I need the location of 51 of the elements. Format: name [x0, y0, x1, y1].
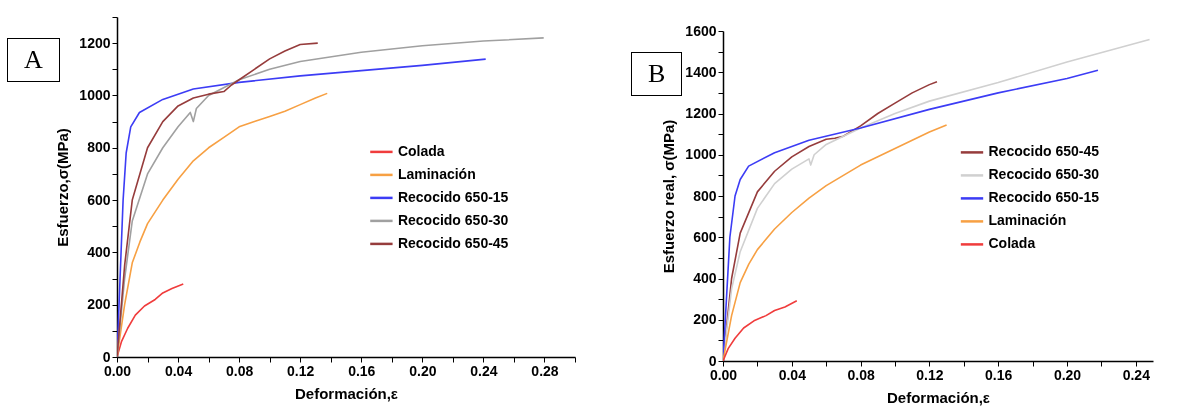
- legend-label: Colada: [397, 142, 445, 159]
- y-axis-title: Esfuerzo,σ(MPa): [54, 128, 72, 247]
- y-tick-label: 400: [693, 270, 717, 286]
- legend-label: Laminación: [988, 212, 1067, 229]
- x-tick-label: 0.16: [985, 366, 1013, 383]
- legend-label: Recocido 650-15: [988, 189, 1100, 206]
- y-tick-label: 800: [87, 139, 111, 156]
- line-series: [723, 299, 798, 361]
- y-tick-label: 1200: [685, 105, 717, 121]
- x-tick-label: 0.12: [916, 366, 944, 383]
- x-tick-label: 0.08: [847, 366, 875, 383]
- y-tick-label: 200: [693, 311, 717, 328]
- x-tick-label: 0.00: [709, 366, 738, 383]
- y-tick-label: 0: [102, 348, 111, 365]
- legend-label: Recocido 650-45: [397, 234, 509, 251]
- y-tick-label: 600: [87, 191, 111, 208]
- y-tick-label: 1000: [79, 86, 111, 103]
- x-tick-label: 0.08: [226, 362, 254, 379]
- text: A: [7, 38, 60, 82]
- y-tick-label: 1200: [79, 34, 111, 51]
- y-tick-label: 600: [693, 228, 717, 245]
- line-series: [117, 283, 185, 357]
- legend-label: Recocido 650-15: [397, 188, 509, 205]
- y-tick-label: 1600: [685, 22, 717, 39]
- line-series: [117, 42, 319, 357]
- text: B: [631, 52, 683, 96]
- y-tick-label: 400: [87, 243, 111, 260]
- x-axis-title: Deformación,ε: [887, 388, 990, 406]
- x-tick-label: 0.28: [531, 362, 559, 379]
- legend-label: Laminación: [397, 165, 476, 182]
- y-tick-label: 0: [708, 352, 717, 369]
- x-tick-label: 0.16: [348, 362, 376, 379]
- legend-label: Recocido 650-30: [988, 166, 1100, 183]
- x-tick-label: 0.12: [287, 362, 315, 379]
- x-tick-label: 0.20: [409, 362, 437, 379]
- y-tick-label: 1400: [685, 63, 717, 80]
- x-tick-label: 0.24: [470, 362, 498, 379]
- line-series: [723, 124, 948, 361]
- x-tick-label: 0.04: [778, 366, 807, 383]
- y-tick-label: 1000: [685, 146, 717, 163]
- y-tick-label: 200: [87, 296, 111, 313]
- x-tick-label: 0.00: [103, 362, 132, 379]
- y-tick-label: 800: [693, 187, 717, 204]
- legend-label: Recocido 650-45: [988, 143, 1100, 160]
- y-axis-title: Esfuerzo real, σ(MPa): [660, 119, 678, 274]
- x-axis-title: Deformación,ε: [295, 384, 398, 402]
- x-tick-label: 0.04: [164, 362, 193, 379]
- legend-label: Recocido 650-30: [397, 211, 509, 228]
- legend-label: Colada: [988, 235, 1036, 252]
- x-tick-label: 0.24: [1122, 366, 1151, 383]
- x-tick-label: 0.20: [1053, 366, 1082, 383]
